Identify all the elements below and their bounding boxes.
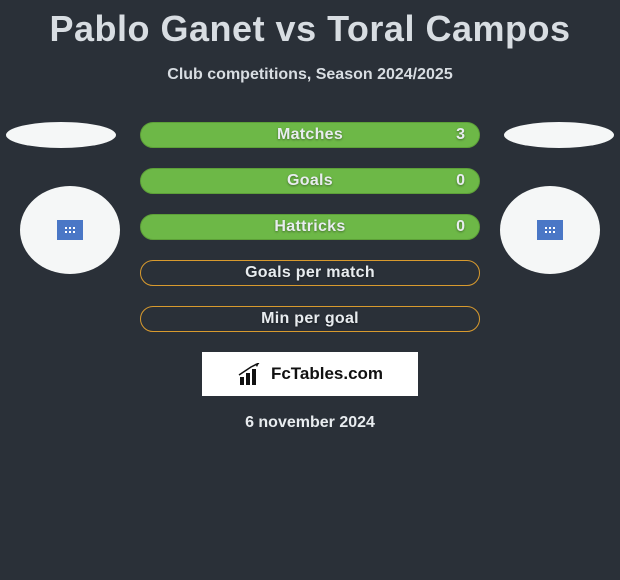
player-left-badge — [20, 186, 120, 274]
stat-value: 3 — [456, 126, 465, 144]
player-right-badge — [500, 186, 600, 274]
stat-label: Min per goal — [261, 310, 359, 328]
badge-icon — [537, 220, 563, 240]
logo-text: FcTables.com — [271, 364, 383, 384]
stat-bar-goals-per-match: Goals per match — [140, 260, 480, 286]
stat-value: 0 — [456, 172, 465, 190]
date-label: 6 november 2024 — [0, 414, 620, 432]
page-title: Pablo Ganet vs Toral Campos — [0, 0, 620, 50]
player-left-shape — [6, 122, 116, 148]
stat-label: Goals — [287, 172, 333, 190]
stat-bar-min-per-goal: Min per goal — [140, 306, 480, 332]
chart-icon — [237, 363, 265, 385]
badge-icon — [57, 220, 83, 240]
page-subtitle: Club competitions, Season 2024/2025 — [0, 66, 620, 84]
stat-bars: Matches 3 Goals 0 Hattricks 0 Goals per … — [140, 122, 480, 332]
stat-bar-goals: Goals 0 — [140, 168, 480, 194]
stat-value: 0 — [456, 218, 465, 236]
stat-bar-matches: Matches 3 — [140, 122, 480, 148]
logo-box: FcTables.com — [202, 352, 418, 396]
stat-bar-hattricks: Hattricks 0 — [140, 214, 480, 240]
stat-label: Goals per match — [245, 264, 375, 282]
stat-label: Matches — [277, 126, 343, 144]
player-right-shape — [504, 122, 614, 148]
comparison-content: Matches 3 Goals 0 Hattricks 0 Goals per … — [0, 122, 620, 432]
stat-label: Hattricks — [274, 218, 345, 236]
